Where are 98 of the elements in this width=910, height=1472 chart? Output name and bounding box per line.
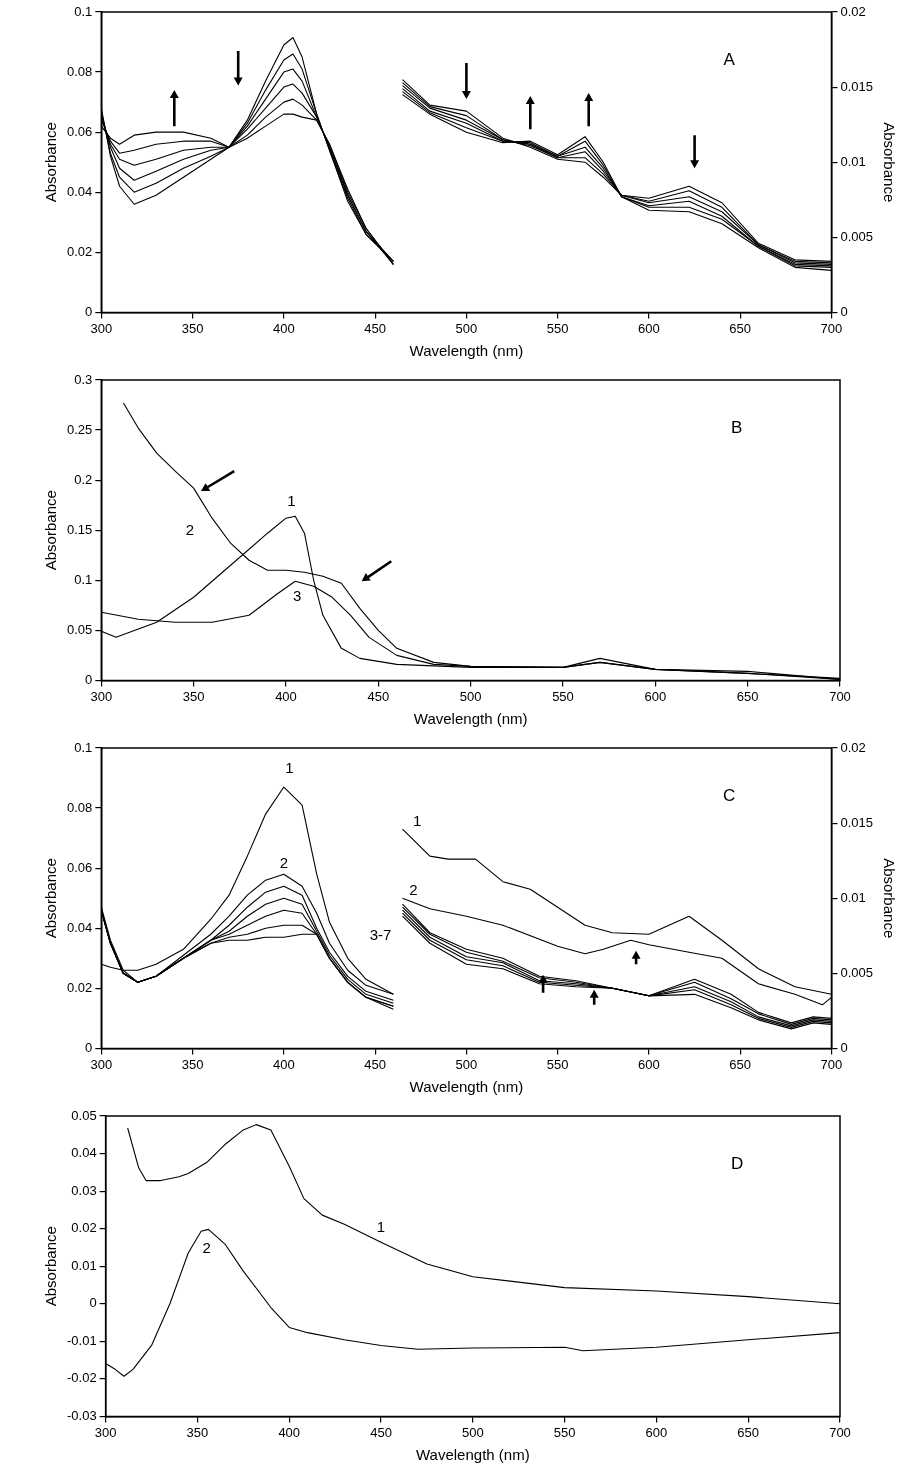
- x-tick-label: 450: [367, 688, 390, 704]
- y-tick-label: 0.02: [66, 243, 93, 259]
- annotation: C: [723, 785, 736, 805]
- y-tick-label: 0.3: [74, 371, 93, 387]
- y-tick-label: 0.25: [66, 421, 93, 437]
- x-axis-title: Wavelength (nm): [409, 342, 524, 360]
- y-tick-label: 0.08: [66, 63, 93, 79]
- y-tick-label: 0: [85, 1039, 93, 1055]
- y-axis-title: Absorbance: [42, 490, 60, 571]
- x-tick-label: 400: [272, 320, 295, 336]
- y2-tick-label: 0.02: [840, 739, 866, 755]
- y2-tick-label: 0.01: [840, 889, 866, 905]
- annotation: 1: [412, 811, 422, 829]
- x-tick-label: 300: [90, 320, 113, 336]
- x-tick-label: 500: [455, 1056, 478, 1072]
- annotation: A: [723, 49, 736, 69]
- y-tick-label: 0.1: [74, 571, 93, 587]
- y-tick-label: 0.04: [66, 919, 93, 935]
- y-tick-label: 0.06: [66, 859, 93, 875]
- x-tick-label: 400: [272, 1056, 295, 1072]
- x-axis-title: Wavelength (nm): [413, 710, 528, 728]
- y-tick-label: 0.05: [66, 621, 93, 637]
- x-tick-label: 550: [552, 688, 574, 704]
- x-tick-label: 500: [455, 320, 478, 336]
- y2-tick-label: 0.015: [840, 78, 874, 94]
- y-tick-label: 0: [89, 1295, 97, 1311]
- x-tick-label: 550: [553, 1424, 576, 1440]
- x-tick-label: 400: [278, 1424, 301, 1440]
- x-tick-label: 400: [275, 688, 297, 704]
- y-axis-title: Absorbance: [42, 1226, 60, 1307]
- x-tick-label: 650: [729, 320, 752, 336]
- x-tick-label: 600: [645, 1424, 668, 1440]
- x-tick-label: 350: [182, 688, 205, 704]
- y-tick-label: 0: [85, 671, 93, 687]
- x-tick-label: 300: [90, 1056, 113, 1072]
- y-tick-label: -0.02: [66, 1370, 97, 1386]
- y-tick-label: 0: [85, 303, 93, 319]
- annotation: 2: [202, 1239, 211, 1257]
- x-tick-label: 600: [644, 688, 667, 704]
- annotation: 2: [279, 853, 289, 871]
- y-tick-label: 0.08: [66, 799, 93, 815]
- y2-tick-label: 0.02: [840, 3, 866, 19]
- x-tick-label: 300: [90, 688, 113, 704]
- y-tick-label: 0.1: [74, 739, 93, 755]
- x-tick-label: 450: [364, 1056, 386, 1072]
- x-tick-label: 350: [181, 1056, 204, 1072]
- y-tick-label: -0.03: [66, 1407, 97, 1423]
- y-tick-label: 0.15: [66, 521, 93, 537]
- annotation: B: [730, 417, 743, 437]
- y2-axis-title: Absorbance: [880, 858, 898, 939]
- y-tick-label: 0.2: [74, 471, 93, 487]
- y2-tick-label: 0.015: [840, 814, 874, 830]
- annotation: 2: [409, 880, 418, 898]
- x-tick-label: 450: [370, 1424, 392, 1440]
- y-tick-label: 0.1: [74, 3, 93, 19]
- y-tick-label: 0.04: [66, 183, 93, 199]
- annotation: 3: [292, 587, 302, 605]
- annotation: D: [731, 1153, 744, 1173]
- x-tick-label: 350: [186, 1424, 209, 1440]
- y-tick-label: 0.03: [71, 1182, 97, 1198]
- annotation: 1: [376, 1217, 386, 1235]
- y-axis-title: Absorbance: [42, 858, 60, 939]
- x-tick-label: 300: [94, 1424, 117, 1440]
- annotation: 1: [287, 492, 296, 510]
- y-tick-label: 0.02: [71, 1220, 97, 1236]
- y-tick-label: 0.04: [71, 1145, 97, 1161]
- x-tick-label: 700: [829, 1424, 851, 1440]
- annotation: 3-7: [369, 925, 392, 943]
- x-tick-label: 700: [820, 1056, 843, 1072]
- x-tick-label: 650: [737, 1424, 760, 1440]
- x-tick-label: 500: [461, 1424, 484, 1440]
- x-tick-label: 550: [546, 1056, 569, 1072]
- y2-axis-title: Absorbance: [880, 122, 898, 203]
- annotation: 1: [285, 759, 294, 777]
- x-tick-label: 700: [820, 320, 843, 336]
- y-tick-label: 0.05: [71, 1107, 97, 1123]
- y-tick-label: 0.06: [66, 123, 93, 139]
- y2-tick-label: 0.005: [840, 228, 874, 244]
- x-tick-label: 550: [546, 320, 569, 336]
- x-tick-label: 600: [638, 320, 660, 336]
- y-tick-label: -0.01: [66, 1332, 97, 1348]
- x-tick-label: 700: [829, 688, 851, 704]
- x-tick-label: 600: [638, 1056, 660, 1072]
- annotation: 2: [185, 521, 195, 539]
- y-axis-title: Absorbance: [42, 122, 60, 203]
- x-tick-label: 650: [736, 688, 759, 704]
- y2-tick-label: 0.005: [840, 964, 874, 980]
- x-axis-title: Wavelength (nm): [415, 1446, 530, 1464]
- y2-tick-label: 0: [840, 303, 848, 319]
- x-axis-title: Wavelength (nm): [409, 1078, 524, 1096]
- x-tick-label: 650: [729, 1056, 752, 1072]
- y2-tick-label: 0: [840, 1039, 848, 1055]
- x-tick-label: 500: [459, 688, 482, 704]
- y-tick-label: 0.01: [71, 1257, 97, 1273]
- x-tick-label: 350: [181, 320, 204, 336]
- y-tick-label: 0.02: [66, 979, 93, 995]
- x-tick-label: 450: [364, 320, 386, 336]
- y2-tick-label: 0.01: [840, 153, 866, 169]
